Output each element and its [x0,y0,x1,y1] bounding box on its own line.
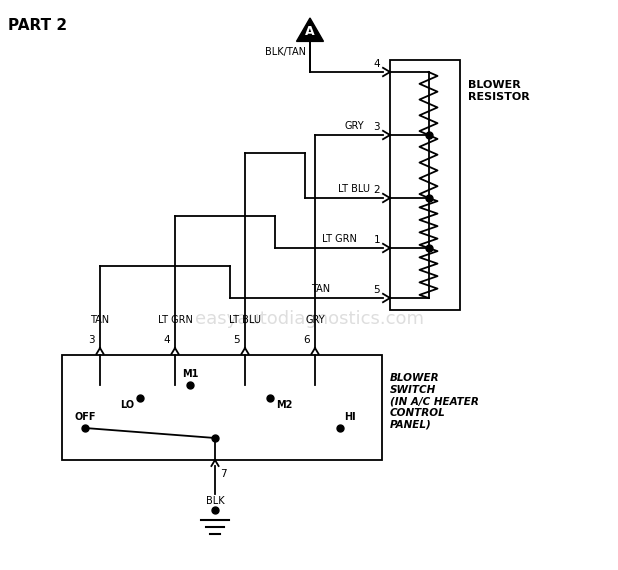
Text: LT BLU: LT BLU [229,315,261,325]
Polygon shape [297,18,323,42]
Bar [62,355,382,460]
Text: 1: 1 [373,235,380,245]
Text: A: A [305,25,315,38]
Text: LT BLU: LT BLU [338,184,370,194]
Text: BLOWER
RESISTOR: BLOWER RESISTOR [468,80,530,101]
Text: 5: 5 [234,335,240,345]
Text: 3: 3 [88,335,95,345]
Text: M1: M1 [182,369,198,379]
Text: TAN: TAN [311,284,331,294]
Text: OFF: OFF [74,412,96,422]
Bar [390,60,460,310]
Text: M2: M2 [276,400,292,410]
Text: BLK/TAN: BLK/TAN [265,47,306,58]
Text: TAN: TAN [90,315,109,325]
Text: 4: 4 [163,335,170,345]
Text: 6: 6 [303,335,310,345]
Text: 4: 4 [373,59,380,69]
Text: 5: 5 [373,285,380,295]
Text: GRY: GRY [305,315,325,325]
Text: 7: 7 [220,469,227,479]
Text: easyautodiagnostics.com: easyautodiagnostics.com [195,310,423,328]
Text: BLOWER
SWITCH
(IN A/C HEATER
CONTROL
PANEL): BLOWER SWITCH (IN A/C HEATER CONTROL PAN… [390,373,479,429]
Text: BLK: BLK [206,496,224,506]
Text: LT GRN: LT GRN [321,234,357,244]
Text: 3: 3 [373,122,380,132]
Text: GRY: GRY [344,121,364,131]
Text: HI: HI [344,412,355,422]
Text: LT GRN: LT GRN [158,315,192,325]
Text: LO: LO [120,400,134,410]
Text: PART 2: PART 2 [8,18,67,33]
Text: 2: 2 [373,185,380,195]
